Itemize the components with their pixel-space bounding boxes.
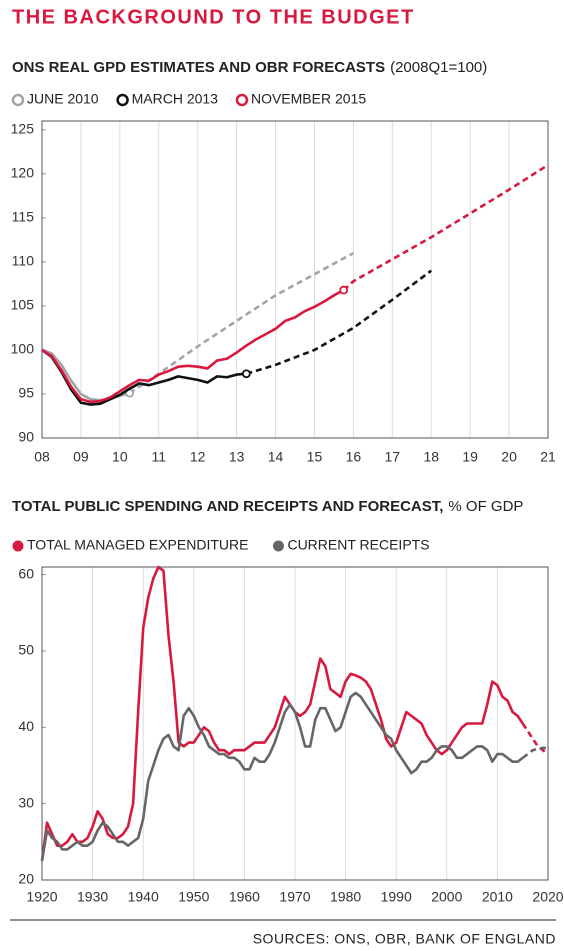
y-tick-label: 60 (18, 565, 34, 581)
x-tick-label: 08 (34, 449, 50, 465)
chart-title: TOTAL PUBLIC SPENDING AND RECEIPTS AND F… (12, 498, 523, 515)
plot-frame (41, 120, 549, 439)
x-tick-label: 2010 (482, 889, 513, 905)
legend-marker (12, 540, 24, 552)
x-tick-label: 11 (151, 449, 166, 465)
legend-label: JUNE 2010 (27, 91, 99, 107)
x-tick-label: 20 (501, 449, 517, 465)
line-estimate (41, 348, 247, 406)
chart-subtitle: (2008Q1=100) (390, 59, 487, 76)
x-tick-label: 1980 (330, 889, 361, 905)
chart-title-main: TOTAL PUBLIC SPENDING AND RECEIPTS AND F… (12, 498, 443, 515)
line-forecast (342, 163, 549, 292)
legend-marker (235, 93, 249, 107)
x-tick-label: 1930 (77, 889, 108, 905)
legend-marker (11, 93, 25, 107)
legend-label: CURRENT RECEIPTS (287, 537, 429, 553)
x-tick-label: 19 (462, 449, 478, 465)
y-tick-label: 120 (11, 165, 35, 181)
line-forecast (521, 722, 549, 756)
plot-frame (41, 566, 549, 881)
legend-label: TOTAL MANAGED EXPENDITURE (27, 537, 248, 553)
line-estimate (40, 691, 524, 862)
y-tick-label: 125 (11, 121, 35, 137)
line-forecast (245, 269, 433, 375)
x-tick-label: 1950 (178, 889, 209, 905)
legend-label: NOVEMBER 2015 (251, 91, 366, 107)
forecast-start-marker (339, 285, 349, 295)
x-tick-label: 13 (229, 449, 245, 465)
headline: THE BACKGROUND TO THE BUDGET (12, 6, 415, 28)
x-tick-label: 1970 (279, 889, 310, 905)
x-tick-label: 1960 (229, 889, 260, 905)
x-tick-label: 09 (73, 449, 89, 465)
x-tick-label: 1990 (381, 889, 412, 905)
x-tick-label: 12 (190, 449, 206, 465)
y-tick-label: 110 (12, 253, 35, 269)
x-tick-label: 21 (540, 449, 556, 465)
y-tick-label: 30 (18, 794, 34, 810)
x-tick-label: 17 (385, 449, 401, 465)
x-tick-label: 15 (307, 449, 323, 465)
line-estimate (41, 288, 345, 404)
legend-marker (116, 93, 129, 107)
y-tick-label: 105 (11, 297, 35, 313)
x-tick-label: 14 (268, 449, 284, 465)
y-tick-label: 20 (18, 871, 34, 887)
chart-title-main: ONS REAL GPD ESTIMATES AND OBR FORECASTS (12, 59, 385, 76)
legend-marker (272, 540, 284, 552)
source: SOURCES: ONS, OBR, BANK OF ENGLAND (253, 931, 556, 947)
x-tick-label: 1940 (128, 889, 159, 905)
legend-label: MARCH 2013 (132, 91, 219, 107)
x-tick-label: 16 (346, 449, 362, 465)
line-estimate (40, 565, 524, 862)
y-tick-label: 100 (11, 341, 35, 357)
x-tick-label: 1920 (26, 889, 57, 905)
chart-subtitle: % OF GDP (448, 498, 523, 515)
chart-title: ONS REAL GPD ESTIMATES AND OBR FORECASTS… (12, 59, 487, 76)
y-tick-label: 50 (18, 642, 34, 658)
y-tick-label: 95 (18, 385, 34, 401)
y-tick-label: 90 (18, 429, 34, 445)
x-tick-label: 2020 (532, 889, 563, 905)
line-forecast (521, 746, 548, 759)
y-tick-label: 40 (18, 718, 34, 734)
forecast-start-marker (241, 369, 251, 379)
x-tick-label: 18 (423, 449, 439, 465)
y-tick-label: 115 (12, 209, 35, 225)
x-tick-label: 2000 (431, 889, 462, 905)
x-tick-label: 10 (112, 449, 128, 465)
